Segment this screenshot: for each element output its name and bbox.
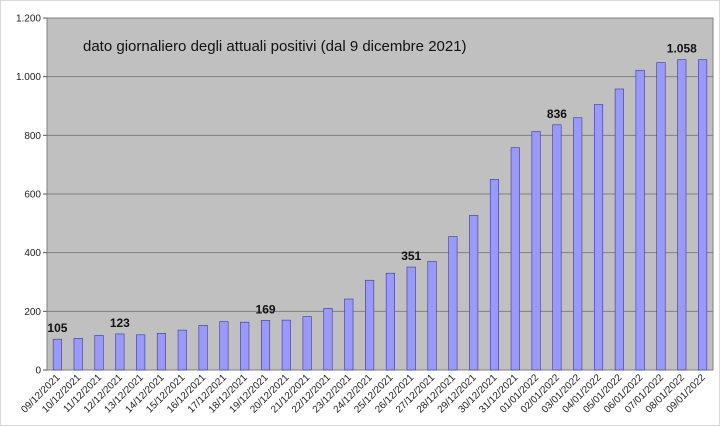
bar (365, 279, 375, 371)
y-tick-label: 0 (35, 366, 41, 377)
bar (427, 261, 437, 371)
bar (593, 104, 604, 371)
y-tick-label: 200 (24, 307, 41, 318)
bar (489, 179, 500, 371)
bar (552, 124, 562, 371)
bars (52, 59, 708, 371)
y-tick-label: 1.200 (16, 14, 41, 25)
bar (635, 69, 645, 371)
bar (260, 320, 271, 371)
bar (385, 272, 395, 371)
bar (281, 319, 291, 371)
data-label: 123 (110, 316, 130, 330)
bar (510, 147, 520, 371)
bar (406, 266, 416, 371)
bar (156, 333, 167, 371)
y-axis-ticks: 0 200 400 600 800 1.000 1.200 (16, 14, 47, 377)
bar (344, 298, 354, 371)
bar (614, 88, 624, 371)
data-label: 105 (47, 321, 67, 335)
bar (73, 338, 83, 371)
bar (677, 59, 687, 371)
bar (94, 335, 104, 371)
bar (573, 117, 583, 371)
bar (219, 321, 229, 371)
data-labels: 105 123 169 351 836 1.058 (47, 42, 697, 336)
y-tick-label: 600 (24, 190, 41, 201)
data-label: 1.058 (667, 42, 697, 56)
y-tick-label: 800 (24, 131, 41, 142)
bar (198, 325, 208, 371)
bar (656, 62, 666, 371)
data-label: 836 (547, 107, 567, 121)
bar (177, 329, 187, 371)
bar (302, 316, 312, 371)
x-axis-ticks: 09/12/202110/12/202111/12/202112/12/2021… (19, 372, 708, 415)
bar (469, 215, 479, 371)
bar (136, 334, 146, 371)
bar (240, 321, 250, 371)
data-label: 169 (256, 302, 276, 316)
bar (531, 131, 541, 371)
bar (323, 308, 333, 371)
bar (115, 333, 125, 371)
chart-title: dato giornaliero degli attuali positivi … (83, 38, 467, 55)
bar (52, 338, 62, 371)
bar (698, 59, 708, 371)
bar (448, 236, 458, 371)
data-label: 351 (401, 249, 421, 263)
y-tick-label: 1.000 (16, 72, 41, 83)
y-tick-label: 400 (24, 248, 41, 259)
